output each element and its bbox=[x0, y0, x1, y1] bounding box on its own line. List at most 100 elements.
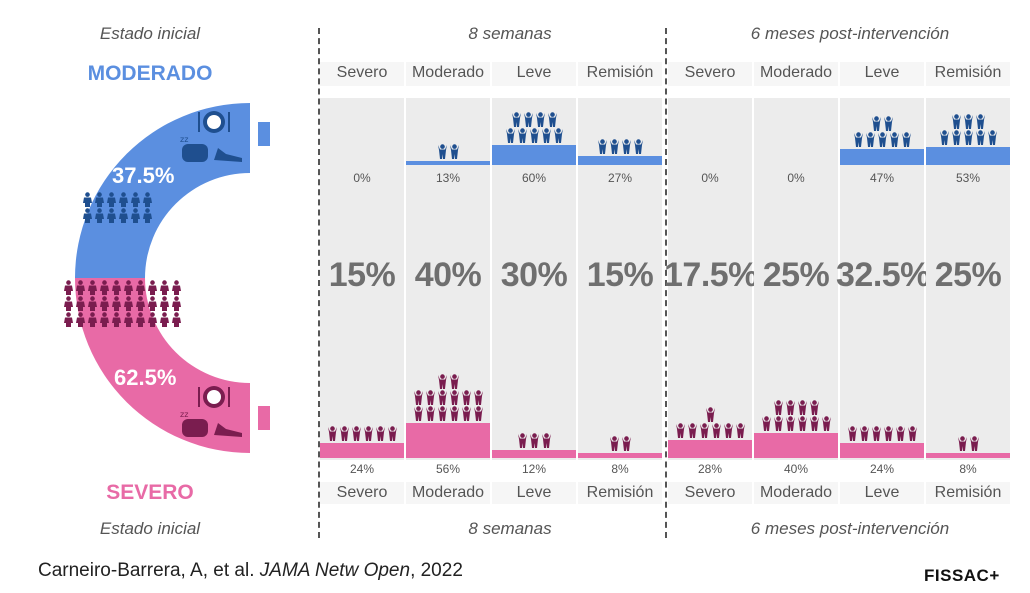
citation-authors: Carneiro-Barrera, A, et al. bbox=[38, 560, 260, 581]
person-icon bbox=[975, 114, 985, 130]
person-icon bbox=[135, 296, 145, 311]
category-label-bottom: Severo bbox=[684, 484, 736, 501]
column-1-1 bbox=[754, 98, 838, 460]
severe-percent-label: 24% bbox=[349, 462, 375, 476]
person-icon bbox=[621, 139, 631, 154]
person-icon bbox=[99, 312, 109, 327]
person-icon bbox=[159, 280, 169, 295]
person-icon bbox=[94, 192, 104, 207]
person-icon bbox=[130, 208, 140, 223]
person-icon bbox=[147, 280, 157, 295]
person-icon bbox=[987, 130, 997, 146]
person-icon bbox=[957, 436, 967, 451]
person-icon bbox=[111, 312, 121, 327]
total-percent-label: 25% bbox=[762, 256, 830, 294]
person-icon bbox=[907, 426, 917, 441]
person-icon bbox=[687, 423, 697, 439]
person-icon bbox=[142, 208, 152, 223]
person-icon bbox=[437, 143, 447, 159]
person-icon bbox=[99, 280, 109, 295]
person-icon bbox=[969, 436, 979, 451]
severe-bar bbox=[492, 450, 576, 458]
person-icon bbox=[82, 208, 92, 223]
person-icon bbox=[118, 192, 128, 207]
person-icon bbox=[425, 405, 435, 421]
svg-text:zz: zz bbox=[180, 135, 188, 144]
moderate-bar bbox=[926, 147, 1010, 165]
person-icon bbox=[511, 112, 521, 127]
moderate-percent-label: 13% bbox=[435, 171, 461, 185]
category-label-top: Moderado bbox=[411, 64, 485, 81]
person-icon bbox=[609, 139, 619, 154]
person-icon bbox=[505, 128, 515, 143]
category-band-top bbox=[578, 62, 662, 86]
header-month6-top: 6 meses post-intervención bbox=[750, 24, 950, 43]
header-initial-top: Estado inicial bbox=[99, 24, 201, 43]
person-icon bbox=[425, 389, 435, 405]
severe-arrow-icon bbox=[258, 406, 270, 430]
person-icon bbox=[75, 312, 85, 327]
plate-icon bbox=[198, 111, 230, 133]
category-band-bottom bbox=[406, 482, 490, 504]
person-icon bbox=[171, 296, 181, 311]
category-band-bottom bbox=[320, 482, 404, 504]
severe-percent-label: 56% bbox=[435, 462, 461, 476]
person-icon bbox=[609, 436, 619, 451]
person-icon bbox=[75, 296, 85, 311]
person-icon bbox=[461, 389, 471, 405]
category-band-bottom bbox=[578, 482, 662, 504]
person-icon bbox=[461, 405, 471, 421]
moderate-people bbox=[934, 114, 1002, 146]
person-icon bbox=[327, 426, 337, 441]
person-icon bbox=[735, 423, 745, 439]
severe-people bbox=[760, 399, 832, 431]
person-icon bbox=[63, 312, 73, 327]
total-percent-label: 32.5% bbox=[836, 256, 930, 294]
severe-percent-label: 12% bbox=[521, 462, 547, 476]
total-percent-label: 30% bbox=[500, 256, 568, 294]
person-icon bbox=[847, 426, 857, 441]
moderate-group-label: MODERADO bbox=[87, 62, 213, 85]
person-icon bbox=[63, 296, 73, 311]
person-icon bbox=[895, 426, 905, 441]
category-band-top bbox=[754, 62, 838, 86]
person-icon bbox=[449, 143, 459, 159]
severe-initial-people bbox=[62, 280, 182, 327]
person-icon bbox=[449, 373, 459, 389]
person-icon bbox=[517, 128, 527, 143]
category-band-top bbox=[492, 62, 576, 86]
plate-icon bbox=[198, 386, 230, 408]
svg-text:zz: zz bbox=[180, 410, 188, 419]
person-icon bbox=[553, 128, 563, 143]
person-icon bbox=[785, 399, 795, 415]
person-icon bbox=[449, 389, 459, 405]
severe-bar bbox=[406, 422, 490, 458]
severe-people bbox=[846, 426, 918, 441]
category-band-bottom bbox=[668, 482, 752, 504]
person-icon bbox=[939, 130, 949, 146]
category-label-bottom: Remisión bbox=[586, 484, 654, 501]
citation: Carneiro-Barrera, A, et al. JAMA Netw Op… bbox=[38, 560, 463, 582]
header-initial-bottom: Estado inicial bbox=[99, 519, 201, 538]
category-label-top: Severo bbox=[336, 64, 388, 81]
person-icon bbox=[597, 139, 607, 154]
category-band-top bbox=[406, 62, 490, 86]
person-icon bbox=[106, 208, 116, 223]
severe-percent-label: 28% bbox=[697, 462, 723, 476]
category-label-top: Remisión bbox=[934, 64, 1002, 81]
category-label-bottom: Moderado bbox=[411, 484, 485, 501]
person-icon bbox=[883, 426, 893, 441]
severe-people bbox=[584, 436, 656, 451]
citation-journal: JAMA Netw Open bbox=[259, 560, 411, 581]
category-label-bottom: Remisión bbox=[934, 484, 1002, 501]
moderate-percent-label: 0% bbox=[353, 171, 371, 185]
moderate-bar bbox=[840, 149, 924, 165]
person-icon bbox=[821, 415, 831, 431]
person-icon bbox=[473, 405, 483, 421]
person-icon bbox=[339, 426, 349, 441]
person-icon bbox=[130, 192, 140, 207]
category-label-bottom: Leve bbox=[864, 484, 900, 501]
person-icon bbox=[351, 426, 361, 441]
person-icon bbox=[711, 423, 721, 439]
divider-1 bbox=[318, 28, 320, 538]
